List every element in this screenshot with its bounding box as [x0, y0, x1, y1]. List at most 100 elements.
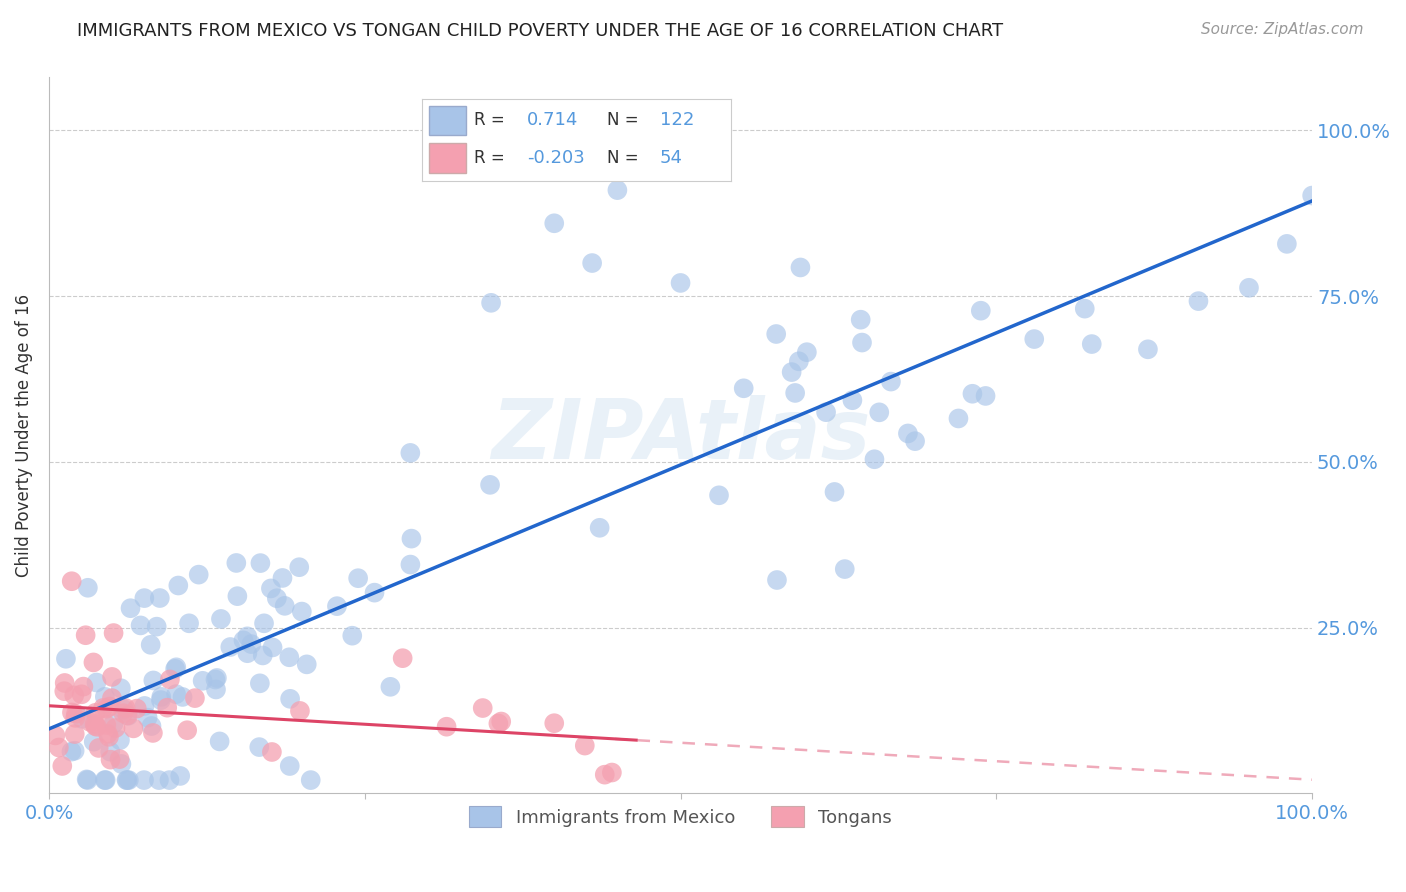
Point — [291, 605, 314, 619]
Point — [112, 702, 135, 716]
Point — [117, 708, 139, 723]
Point — [84, 706, 107, 720]
Point — [70, 687, 93, 701]
Point — [399, 558, 422, 572]
Point — [177, 616, 200, 631]
Point — [98, 699, 121, 714]
Y-axis label: Child Poverty Under the Age of 16: Child Poverty Under the Age of 16 — [15, 293, 32, 577]
Point — [115, 773, 138, 788]
Point — [785, 386, 807, 401]
Point — [543, 716, 565, 731]
Point — [60, 745, 83, 759]
Point — [125, 701, 148, 715]
Point — [139, 638, 162, 652]
Point — [76, 581, 98, 595]
Point — [97, 730, 120, 744]
Point — [86, 720, 108, 734]
Point — [260, 582, 283, 596]
Point — [278, 759, 301, 773]
Point — [278, 691, 301, 706]
Point — [83, 717, 105, 731]
Point — [70, 712, 93, 726]
Point — [191, 673, 214, 688]
Point — [766, 573, 789, 587]
Point — [51, 759, 73, 773]
Point — [1187, 294, 1209, 309]
Point — [849, 312, 872, 326]
Point — [172, 690, 194, 704]
Point — [103, 626, 125, 640]
Point — [149, 693, 172, 707]
Point — [63, 727, 86, 741]
Point — [142, 726, 165, 740]
Point — [63, 744, 86, 758]
Point — [295, 657, 318, 672]
Point — [120, 601, 142, 615]
Point — [962, 386, 984, 401]
Point — [733, 381, 755, 395]
Point — [1237, 281, 1260, 295]
Point — [288, 704, 311, 718]
Point — [60, 706, 83, 720]
Point — [274, 599, 297, 613]
Point — [380, 680, 402, 694]
Point — [82, 656, 104, 670]
Point — [165, 687, 187, 701]
Point — [156, 700, 179, 714]
Point — [65, 706, 87, 721]
Point — [108, 733, 131, 747]
Point — [841, 393, 863, 408]
Point — [79, 714, 101, 729]
Point — [219, 640, 242, 654]
Point — [851, 335, 873, 350]
Point — [83, 734, 105, 748]
Point — [787, 354, 810, 368]
Point — [129, 618, 152, 632]
Point — [226, 589, 249, 603]
Point — [122, 722, 145, 736]
Point — [1074, 301, 1097, 316]
Point — [593, 767, 616, 781]
Point — [159, 773, 181, 788]
Point — [115, 773, 138, 788]
Text: IMMIGRANTS FROM MEXICO VS TONGAN CHILD POVERTY UNDER THE AGE OF 16 CORRELATION C: IMMIGRANTS FROM MEXICO VS TONGAN CHILD P… — [77, 22, 1004, 40]
Point — [94, 773, 117, 788]
Point — [863, 452, 886, 467]
Point — [868, 405, 890, 419]
Point — [96, 701, 118, 715]
Point — [76, 773, 98, 788]
Point — [149, 591, 172, 605]
Point — [780, 365, 803, 379]
Point — [588, 521, 610, 535]
Point — [169, 769, 191, 783]
Point — [574, 739, 596, 753]
Point — [824, 485, 846, 500]
Point — [253, 616, 276, 631]
Point — [103, 716, 125, 731]
Point — [247, 740, 270, 755]
Point — [600, 765, 623, 780]
Point — [72, 680, 94, 694]
Text: ZIPAtlas: ZIPAtlas — [491, 395, 870, 476]
Point — [100, 753, 122, 767]
Point — [110, 681, 132, 696]
Point — [266, 591, 288, 606]
Point — [53, 684, 76, 698]
Point — [974, 389, 997, 403]
Point — [796, 345, 818, 359]
Point — [815, 405, 838, 419]
Point — [486, 716, 509, 731]
Point — [271, 571, 294, 585]
Point — [204, 673, 226, 687]
Legend: Immigrants from Mexico, Tongans: Immigrants from Mexico, Tongans — [461, 799, 900, 834]
Point — [1024, 332, 1046, 346]
Point — [436, 720, 458, 734]
Point — [167, 578, 190, 592]
Point — [948, 411, 970, 425]
Point — [96, 718, 118, 732]
Point — [765, 326, 787, 341]
Point — [134, 698, 156, 713]
Point — [117, 708, 139, 723]
Point — [880, 375, 903, 389]
Point — [101, 691, 124, 706]
